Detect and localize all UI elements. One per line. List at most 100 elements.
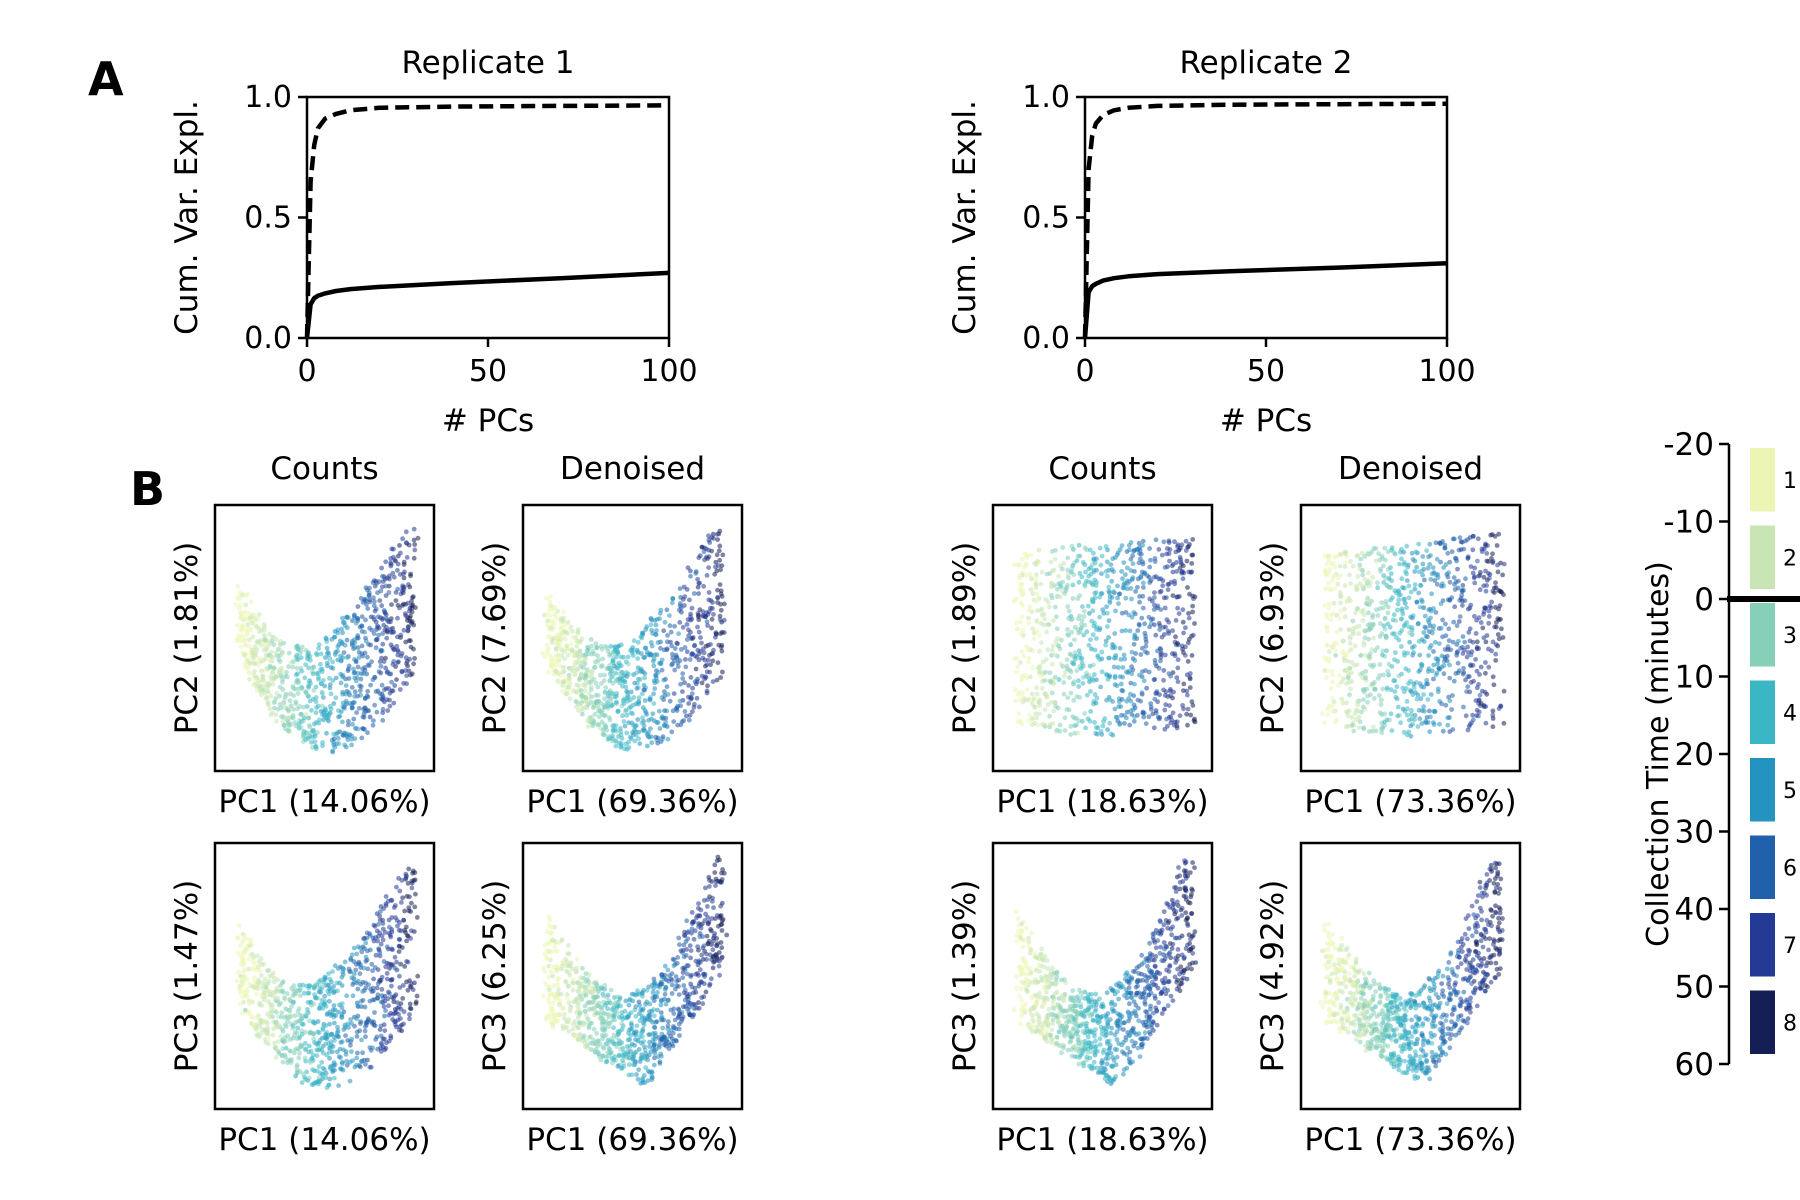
data-point (291, 999, 296, 1005)
data-point (1128, 698, 1134, 704)
data-point (1034, 618, 1040, 624)
data-point (665, 998, 671, 1003)
data-point (1124, 669, 1129, 675)
data-point (411, 526, 417, 532)
data-point (1465, 644, 1470, 650)
data-point (306, 685, 311, 690)
data-point (624, 670, 629, 675)
data-point (1350, 618, 1356, 624)
plot-frame (521, 841, 744, 1111)
data-point (388, 642, 394, 648)
data-point (380, 937, 386, 943)
data-point (336, 1009, 341, 1015)
data-point (270, 681, 276, 687)
data-point (1180, 619, 1186, 625)
data-point (1420, 554, 1426, 559)
data-point (640, 728, 646, 733)
data-point (650, 1019, 656, 1025)
data-point (613, 693, 619, 699)
data-point (614, 654, 619, 660)
data-point (1342, 606, 1347, 612)
data-point (668, 629, 674, 635)
data-point (574, 957, 580, 962)
x-axis-label: PC1 (69.36%) (526, 1122, 738, 1158)
data-point (253, 982, 259, 987)
data-point (635, 656, 641, 661)
data-point (547, 949, 553, 955)
data-point (252, 669, 257, 674)
data-point (323, 1070, 329, 1076)
data-point (670, 708, 676, 714)
data-point (590, 985, 595, 991)
data-point (1113, 608, 1118, 614)
data-point (654, 617, 660, 622)
data-point (642, 1044, 647, 1050)
data-point (592, 1007, 597, 1012)
data-point (370, 997, 376, 1003)
data-point (1093, 700, 1099, 706)
data-point (368, 682, 373, 688)
data-point (280, 1027, 285, 1032)
data-point (1053, 674, 1058, 680)
data-point (1085, 716, 1091, 722)
data-point (403, 611, 408, 616)
data-point (281, 700, 287, 706)
data-point (556, 632, 562, 638)
data-point (1039, 685, 1045, 691)
data-point (1077, 652, 1083, 658)
data-point (1099, 649, 1105, 655)
data-point (1148, 707, 1154, 712)
data-point (1132, 658, 1138, 663)
data-point (316, 646, 321, 651)
data-point (595, 722, 600, 727)
data-point (407, 1012, 412, 1017)
data-point (720, 669, 725, 675)
data-point (1075, 730, 1081, 736)
data-point (1097, 657, 1103, 662)
data-point (683, 657, 688, 662)
data-point (661, 1034, 666, 1040)
data-point (392, 965, 398, 971)
data-point (562, 1015, 567, 1021)
data-point (1110, 589, 1116, 595)
data-point (655, 735, 661, 741)
data-point (392, 683, 398, 688)
data-point (1137, 551, 1142, 556)
data-point (1019, 556, 1025, 562)
data-point (620, 1058, 625, 1063)
data-point (341, 1027, 347, 1032)
data-point (688, 972, 694, 978)
data-point (1119, 628, 1125, 634)
data-point (680, 624, 686, 630)
data-point (1457, 614, 1463, 619)
data-point (1366, 729, 1372, 734)
data-point (1054, 727, 1060, 733)
data-point (1036, 665, 1042, 671)
data-point (631, 1030, 637, 1036)
data-point (661, 628, 667, 634)
data-point (383, 583, 389, 589)
data-point (1117, 674, 1123, 679)
data-point (267, 1014, 273, 1020)
data-point (311, 687, 317, 693)
data-point (1356, 725, 1362, 731)
data-point (375, 992, 381, 998)
data-point (365, 1019, 370, 1024)
data-point (704, 957, 709, 962)
data-point (695, 624, 700, 630)
data-point (239, 939, 245, 945)
data-point (1187, 685, 1193, 690)
data-point (373, 935, 378, 940)
data-point (633, 1004, 639, 1010)
data-point (630, 653, 636, 658)
data-point (622, 723, 628, 729)
data-point (1135, 547, 1141, 553)
data-point (365, 966, 371, 972)
data-point (344, 1062, 350, 1068)
data-point (312, 733, 318, 739)
data-point (349, 742, 354, 748)
data-point (353, 678, 359, 684)
data-point (414, 915, 420, 920)
data-point (405, 933, 410, 938)
data-point (239, 633, 245, 638)
